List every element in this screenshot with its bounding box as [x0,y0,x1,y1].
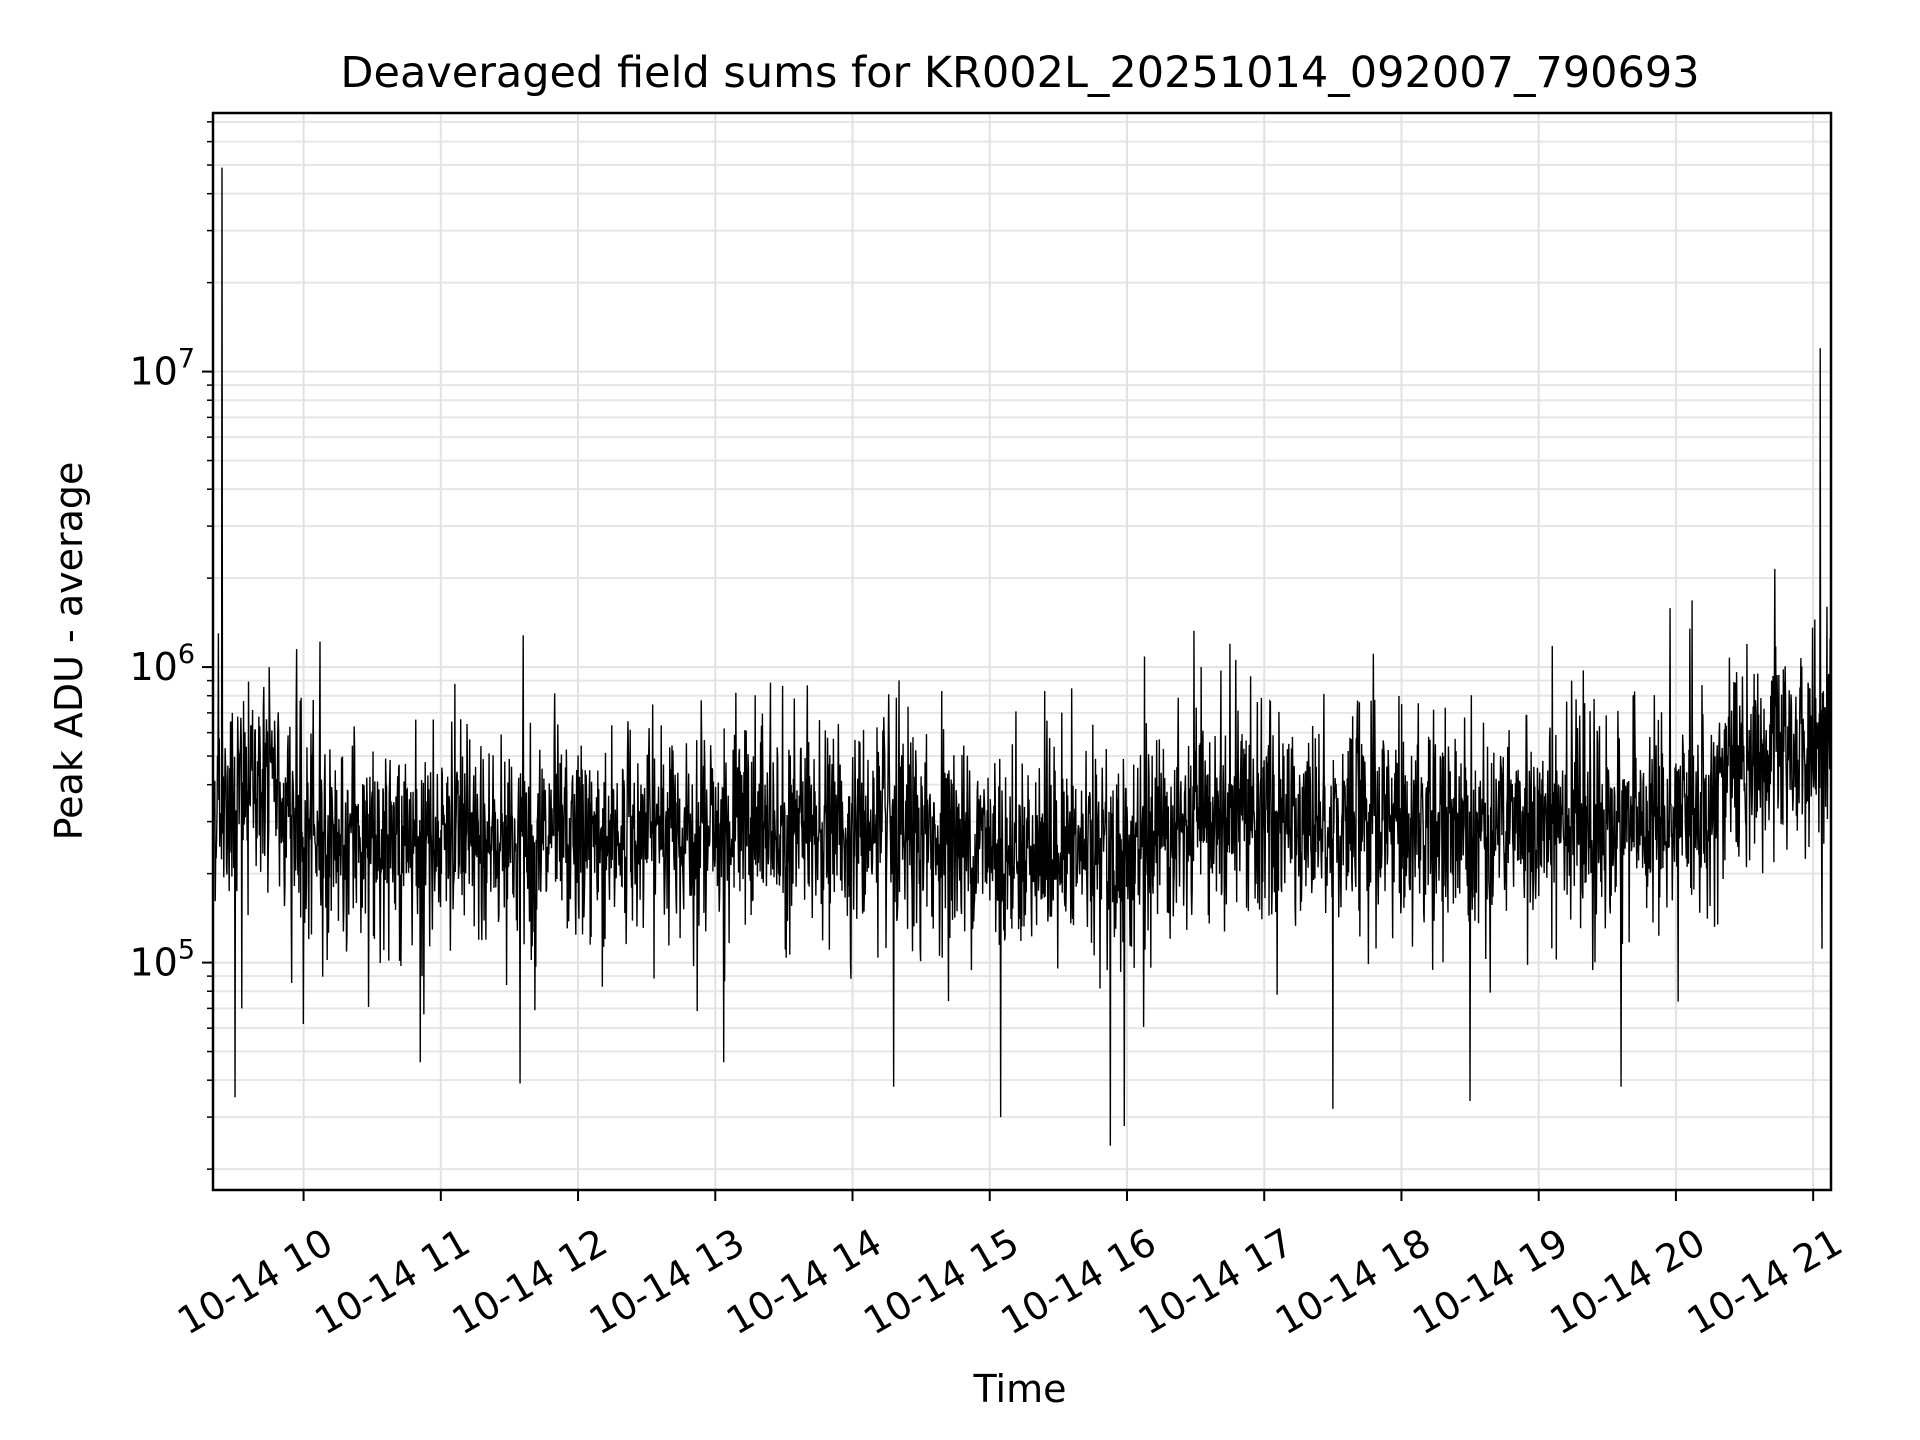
x-axis-label: Time [973,1367,1067,1411]
series-layer [212,167,1832,1146]
plot-frame [211,111,1833,1192]
y-tick-label: 106 [129,639,195,689]
gridlines [213,113,1831,1190]
y-tick-label: 107 [129,344,195,394]
chart-title: Deaveraged field sums for KR002L_2025101… [340,48,1699,98]
y-tick-label: 105 [129,935,195,985]
y-axis-label: Peak ADU - average [47,462,91,841]
series-line [212,167,1832,1146]
